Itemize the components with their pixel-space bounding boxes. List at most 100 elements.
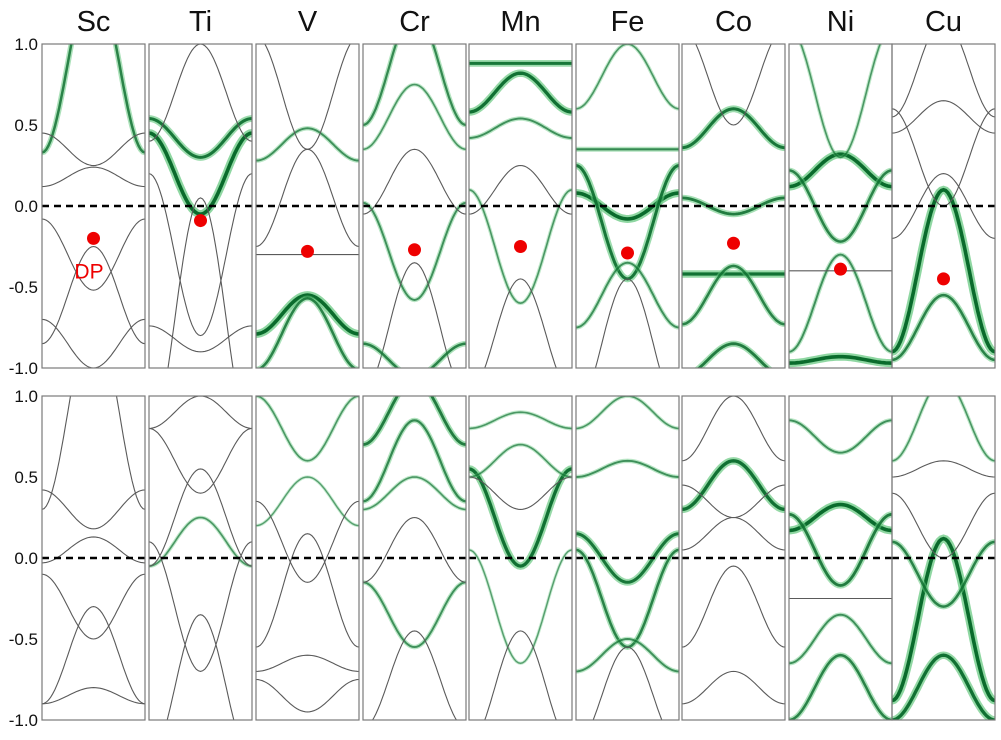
band <box>789 352 892 368</box>
band-line <box>682 484 785 519</box>
band <box>592 646 663 720</box>
band <box>149 468 252 567</box>
band-line <box>892 187 995 354</box>
band-line <box>576 44 679 110</box>
band-line <box>377 262 452 368</box>
band-line <box>469 549 572 665</box>
panel-bottom-mn <box>468 395 573 721</box>
band <box>149 129 252 219</box>
element-label-ni: Ni <box>827 6 854 38</box>
band-line <box>892 100 995 134</box>
y-tick-label: 1.0 <box>14 387 38 406</box>
band-line <box>363 44 466 127</box>
dirac-point-ni <box>834 262 847 276</box>
panel-bottom-ti <box>148 395 253 721</box>
dirac-point-co <box>727 236 740 250</box>
band-line <box>789 653 892 720</box>
band <box>789 150 892 191</box>
band-line <box>256 293 359 336</box>
panel-frame <box>891 43 996 369</box>
band <box>789 652 892 720</box>
band-line <box>789 169 892 243</box>
dirac-point-ti <box>194 214 207 228</box>
panel-frame <box>575 395 680 721</box>
panel-top-ti <box>148 43 253 369</box>
band-line <box>166 614 235 720</box>
band-line <box>469 411 572 430</box>
band <box>42 687 145 705</box>
y-tick-label: 0.5 <box>14 468 38 487</box>
dirac-point-sc <box>87 231 100 245</box>
band-line <box>682 264 785 326</box>
band <box>256 291 359 338</box>
band <box>469 187 572 306</box>
band <box>682 396 785 462</box>
band <box>892 539 995 610</box>
band <box>256 500 359 583</box>
band <box>469 548 572 665</box>
band-line <box>256 654 359 672</box>
dirac-point-cr <box>408 243 421 257</box>
band-line <box>789 512 892 587</box>
band <box>892 651 995 720</box>
band-line <box>256 500 359 583</box>
band <box>256 533 359 648</box>
band <box>256 475 359 528</box>
band <box>576 458 679 480</box>
panel-frame <box>681 43 786 369</box>
band <box>682 194 785 218</box>
band <box>576 44 679 111</box>
band <box>149 325 252 353</box>
band-line <box>149 117 252 159</box>
panel-top-fe <box>575 43 680 369</box>
band-line <box>149 427 252 494</box>
panel-frame <box>362 395 467 721</box>
band-line <box>256 533 359 648</box>
band-line <box>42 687 145 705</box>
band-line <box>682 670 785 705</box>
band-line <box>42 573 145 640</box>
band-line <box>256 678 359 713</box>
panel-top-co <box>681 43 786 369</box>
band-line <box>149 396 252 429</box>
band <box>167 197 234 368</box>
band-glow <box>256 295 359 368</box>
band-line <box>469 189 572 305</box>
band-line <box>682 396 785 462</box>
band <box>363 148 466 215</box>
band-glow <box>892 534 995 705</box>
dirac-point-cu <box>937 272 950 286</box>
band <box>149 44 252 142</box>
panel-top-v <box>255 43 360 369</box>
band-line <box>799 44 882 159</box>
band <box>789 418 892 455</box>
band-line <box>484 630 557 720</box>
band-line <box>682 107 785 150</box>
band-line <box>892 492 995 559</box>
band-line <box>256 148 359 248</box>
band-line <box>594 278 661 368</box>
band-line <box>789 419 892 454</box>
band <box>42 218 145 291</box>
element-label-ti: Ti <box>189 6 212 38</box>
band-line <box>149 173 252 337</box>
panel-bottom-sc <box>41 395 146 721</box>
band-line <box>682 516 785 551</box>
band-glow <box>892 185 995 356</box>
band-line <box>592 646 663 720</box>
band <box>42 245 145 345</box>
band-glow <box>892 396 995 463</box>
panel-frame <box>362 43 467 369</box>
panel-bottom-v <box>255 395 360 721</box>
band-line <box>469 117 572 139</box>
band <box>42 536 145 564</box>
band-line <box>371 630 458 720</box>
band <box>469 69 572 116</box>
band-glow <box>892 539 995 610</box>
panel-top-cr <box>362 43 467 369</box>
band <box>363 340 466 368</box>
band-line <box>363 516 466 583</box>
band <box>469 116 572 141</box>
band <box>789 511 892 589</box>
